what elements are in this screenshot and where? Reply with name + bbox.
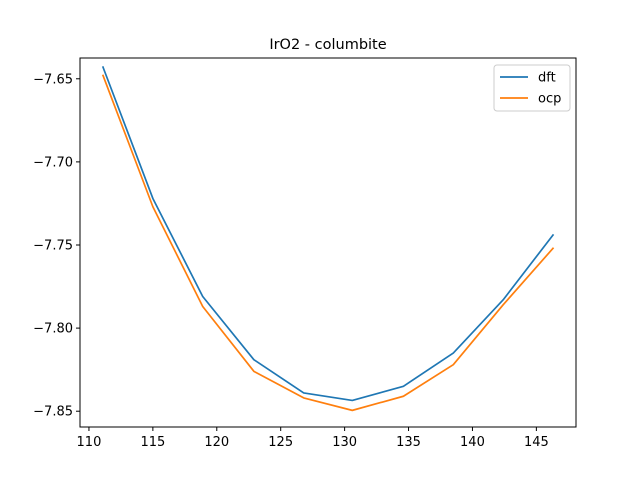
y-tick-label: −7.85 [33, 405, 73, 420]
chart-title: IrO2 - columbite [269, 37, 386, 53]
x-tick-label: 140 [460, 435, 485, 450]
y-tick-label: −7.65 [33, 72, 73, 87]
y-tick-label: −7.80 [33, 322, 73, 337]
x-tick-label: 125 [268, 435, 293, 450]
x-tick-label: 115 [140, 435, 165, 450]
series-line-dft [101, 66, 555, 402]
y-tick-label: −7.70 [33, 155, 73, 170]
legend-label-ocp: ocp [538, 92, 561, 107]
legend-label-dft: dft [538, 71, 556, 86]
legend: dft ocp [493, 64, 571, 112]
x-tick-label: 135 [396, 435, 421, 450]
plot-frame [79, 57, 577, 428]
series-lines [101, 66, 555, 412]
x-tick-label: 130 [332, 435, 357, 450]
y-tick-label: −7.75 [33, 238, 73, 253]
x-axis: 110 115 120 125 130 135 140 145 [77, 427, 549, 450]
series-line-ocp [101, 74, 555, 412]
x-tick-label: 145 [524, 435, 549, 450]
x-tick-label: 110 [77, 435, 102, 450]
x-tick-label: 120 [204, 435, 229, 450]
plot-area [80, 58, 576, 427]
y-axis: −7.65 −7.70 −7.75 −7.80 −7.85 [33, 72, 80, 420]
